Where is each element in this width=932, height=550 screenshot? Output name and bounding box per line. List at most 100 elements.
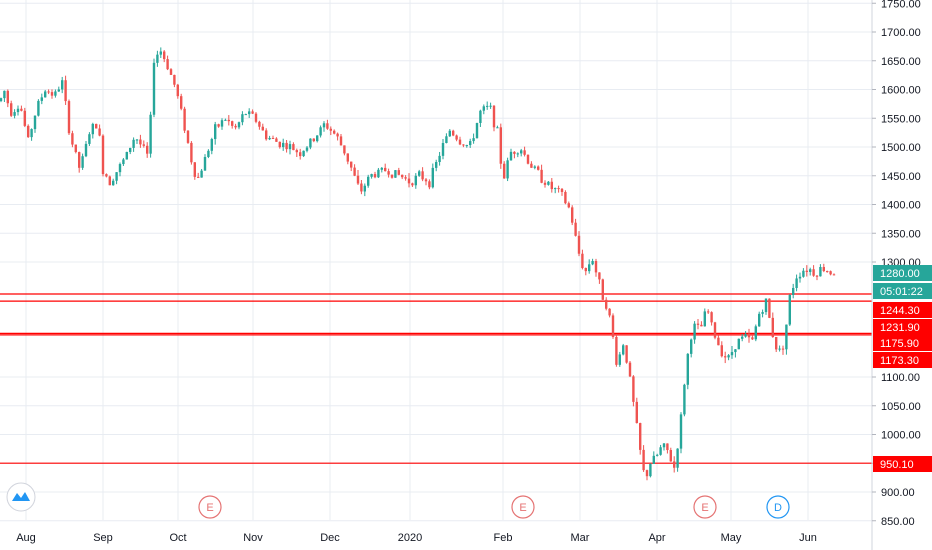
candle-body [696, 323, 700, 325]
candle-body [424, 179, 428, 182]
horizontal-levels[interactable] [0, 293, 872, 464]
candle-body [421, 171, 424, 180]
candle-body [741, 336, 744, 339]
candle-body [751, 337, 754, 340]
y-tick-label: 1550.00 [881, 113, 921, 125]
candle-body [339, 136, 343, 146]
candle-body [754, 326, 757, 340]
candle-body [183, 108, 186, 131]
candle-body [329, 128, 332, 131]
earnings-marker[interactable]: E [511, 495, 535, 519]
candle-body [88, 134, 91, 144]
candle-body [642, 449, 645, 471]
x-tick-label: Mar [571, 532, 590, 544]
candle-body [805, 270, 808, 272]
candle-body [81, 156, 84, 168]
candle-body [649, 463, 652, 477]
event-marker-letter: E [206, 502, 213, 514]
level-price-tag [873, 302, 932, 318]
candle-body [537, 166, 540, 170]
candle-body [560, 188, 564, 192]
level-price-tag [873, 456, 932, 472]
candle-body [16, 108, 20, 113]
candle-body [163, 51, 166, 60]
candle-body [431, 167, 434, 188]
candle-body [727, 355, 730, 358]
candle-body [350, 161, 353, 168]
candle-body [64, 80, 67, 102]
candle-body [588, 264, 591, 272]
candle-body [353, 167, 356, 176]
level-price-label: 1175.90 [880, 338, 919, 350]
candle-body [594, 261, 598, 273]
dividend-marker[interactable]: D [766, 495, 790, 519]
candle-body [574, 222, 577, 236]
candle-body [758, 313, 761, 327]
candle-body [492, 105, 496, 128]
candle-body [309, 138, 312, 148]
candle-body [305, 147, 309, 151]
candle-body [401, 174, 404, 178]
candle-body [608, 308, 611, 316]
candle-body [771, 317, 774, 337]
x-tick-label: Sep [93, 532, 113, 544]
candle-body [118, 164, 122, 173]
candle-body [418, 171, 421, 176]
candle-body [652, 455, 655, 464]
candle-body [812, 269, 815, 276]
tradingview-logo[interactable] [6, 482, 36, 512]
candle-body [666, 443, 669, 451]
candle-body [40, 97, 43, 101]
y-tick-label: 1750.00 [881, 0, 921, 10]
y-tick-label: 1000.00 [881, 430, 921, 442]
candle-body [768, 298, 771, 318]
candle-body [441, 143, 445, 156]
candle-body [710, 312, 713, 323]
candle-body [407, 178, 411, 184]
candle-body [703, 311, 706, 327]
candle-body [428, 181, 431, 188]
candle-body [278, 141, 281, 148]
candle-body [724, 356, 727, 358]
candle-body [472, 138, 475, 142]
candle-body [288, 144, 292, 150]
candle-body [356, 175, 360, 184]
candle-body [690, 339, 693, 354]
candle-body [44, 91, 47, 98]
y-tick-label: 1400.00 [881, 200, 921, 212]
candle-body [227, 119, 230, 122]
candle-body [540, 169, 543, 183]
candle-body [74, 144, 77, 153]
candle-body [673, 461, 676, 468]
earnings-marker[interactable]: E [198, 495, 222, 519]
candle-body [628, 362, 632, 377]
candle-body [333, 130, 336, 134]
x-tick-label: Apr [648, 532, 665, 544]
candle-body [241, 114, 244, 123]
earnings-marker[interactable]: E [693, 495, 717, 519]
level-price-label: 1231.90 [880, 322, 920, 334]
candle-body [390, 174, 394, 178]
candle-body [169, 69, 173, 75]
candle-body [826, 271, 829, 273]
price-axis-ticks[interactable]: 1750.00 1700.00 1650.00 1600.00 1550.00 1500.… [872, 0, 921, 528]
y-tick-label: 1500.00 [881, 142, 921, 154]
level-price-tag [873, 319, 932, 335]
candle-body [713, 322, 717, 338]
candle-body [632, 376, 635, 402]
candle-body [564, 191, 567, 204]
candle-body [271, 137, 275, 139]
level-price-label: 1244.30 [880, 305, 920, 317]
current-price-tag [873, 265, 932, 281]
candle-body [180, 96, 183, 109]
candle-body [496, 127, 499, 129]
level-price-tag [873, 335, 932, 351]
candle-body [486, 105, 489, 107]
candle-body [489, 105, 492, 107]
candle-body [785, 324, 788, 350]
time-axis-ticks[interactable]: Aug Sep Oct Nov Dec 2020 Feb Mar Apr May Jun [16, 532, 817, 544]
candle-body [659, 447, 662, 455]
candle-body [316, 135, 319, 142]
